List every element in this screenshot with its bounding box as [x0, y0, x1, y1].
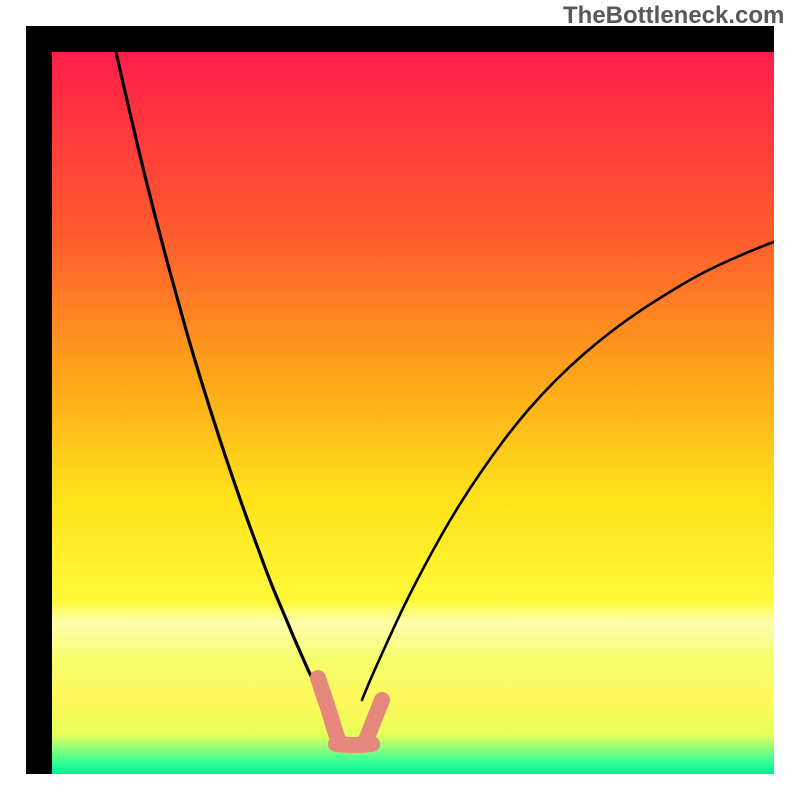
- chart-background: [52, 52, 774, 774]
- chart-container: TheBottleneck.com: [0, 0, 800, 800]
- chart-plot-area: [52, 52, 774, 774]
- chart-frame: [26, 26, 774, 774]
- watermark-text: TheBottleneck.com: [563, 2, 784, 30]
